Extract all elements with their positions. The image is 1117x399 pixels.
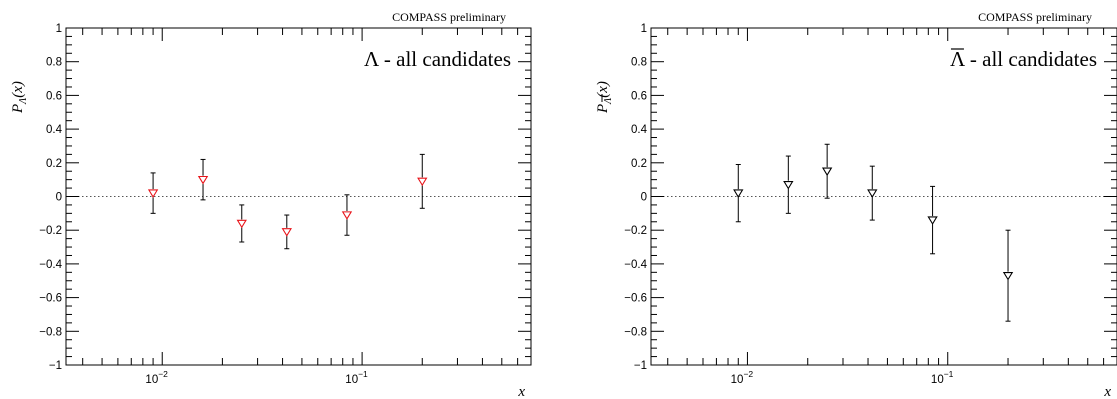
marker-triangle-down <box>927 216 938 225</box>
y-axis-title-subscript: Λ <box>18 98 29 105</box>
x-axis-title: x <box>1103 384 1111 399</box>
y-axis-title-argument: (x) <box>595 81 611 98</box>
x-tick-label-base: 10 <box>145 374 158 386</box>
y-axis-title-text: PΛ(x) <box>10 81 29 114</box>
marker-triangle-down <box>867 189 878 198</box>
y-tick-label: 0.6 <box>631 90 647 102</box>
marker-triangle-down <box>733 189 744 198</box>
marker-triangle-down <box>236 219 247 229</box>
data-point <box>281 214 292 250</box>
marker-triangle-down <box>197 175 209 185</box>
x-axis-title: x <box>517 384 525 399</box>
marker-triangle-down <box>783 181 794 190</box>
y-tick-label: 0.2 <box>46 158 62 170</box>
data-point <box>197 158 209 201</box>
data-point <box>867 165 878 221</box>
collaboration-label: COMPASS preliminary <box>392 10 506 24</box>
x-tick-label-base: 10 <box>731 374 744 386</box>
x-tick-label-base: 10 <box>345 374 358 386</box>
data-point <box>821 143 833 199</box>
y-tick-label: −1 <box>634 360 647 372</box>
x-tick-label-base: 10 <box>931 374 944 386</box>
data-point <box>236 204 247 243</box>
marker-triangle-down <box>1002 271 1014 281</box>
y-axis-title-main: P <box>10 104 26 114</box>
x-tick-label-exponent: −1 <box>944 369 954 379</box>
y-axis-title: PΛ(x) <box>595 81 614 114</box>
marker-triangle-down <box>417 177 428 187</box>
marker-triangle-down <box>821 167 833 177</box>
y-tick-label: 1 <box>641 23 647 35</box>
y-axis-title-main: P <box>595 104 611 114</box>
y-tick-label: −0.4 <box>624 259 647 271</box>
y-tick-label: 0.8 <box>631 57 647 69</box>
marker-triangle-down <box>281 228 292 237</box>
collaboration-label: COMPASS preliminary <box>978 10 1092 24</box>
data-point <box>417 153 428 209</box>
y-tick-label: 0 <box>56 192 62 204</box>
y-tick-label: 0.6 <box>46 90 62 102</box>
panel-annotation: Λ - all candidates <box>950 47 1097 71</box>
data-point <box>147 172 159 214</box>
y-tick-label: 0.8 <box>46 57 62 69</box>
y-axis-title-text: PΛ(x) <box>595 81 614 114</box>
x-tick-label-exponent: −2 <box>158 369 168 379</box>
y-tick-label: −0.2 <box>39 225 62 237</box>
data-point <box>341 194 353 236</box>
y-tick-label: −0.8 <box>624 326 647 338</box>
y-tick-label: −0.6 <box>39 293 62 305</box>
x-tick-label-exponent: −1 <box>358 369 368 379</box>
panel-annotation: Λ - all candidates <box>364 47 511 71</box>
marker-triangle-down <box>341 211 353 220</box>
y-axis-title-subscript: Λ <box>603 98 614 105</box>
y-tick-label: 1 <box>56 23 62 35</box>
x-tick-label-exponent: −2 <box>743 369 753 379</box>
data-point <box>733 163 744 223</box>
y-tick-label: −0.4 <box>39 259 62 271</box>
y-tick-label: −0.8 <box>39 326 62 338</box>
y-axis-title-argument: (x) <box>10 81 26 98</box>
y-tick-label: −0.2 <box>624 225 647 237</box>
y-tick-label: 0.4 <box>46 124 63 136</box>
y-tick-label: −1 <box>49 360 62 372</box>
data-point <box>927 185 938 255</box>
y-axis-title: PΛ(x) <box>10 81 29 114</box>
data-point <box>783 155 794 214</box>
y-tick-label: 0.4 <box>631 124 648 136</box>
marker-triangle-down <box>147 189 159 198</box>
data-point <box>1002 229 1014 322</box>
y-tick-label: 0.2 <box>631 158 647 170</box>
y-tick-label: 0 <box>641 192 647 204</box>
y-tick-label: −0.6 <box>624 293 647 305</box>
